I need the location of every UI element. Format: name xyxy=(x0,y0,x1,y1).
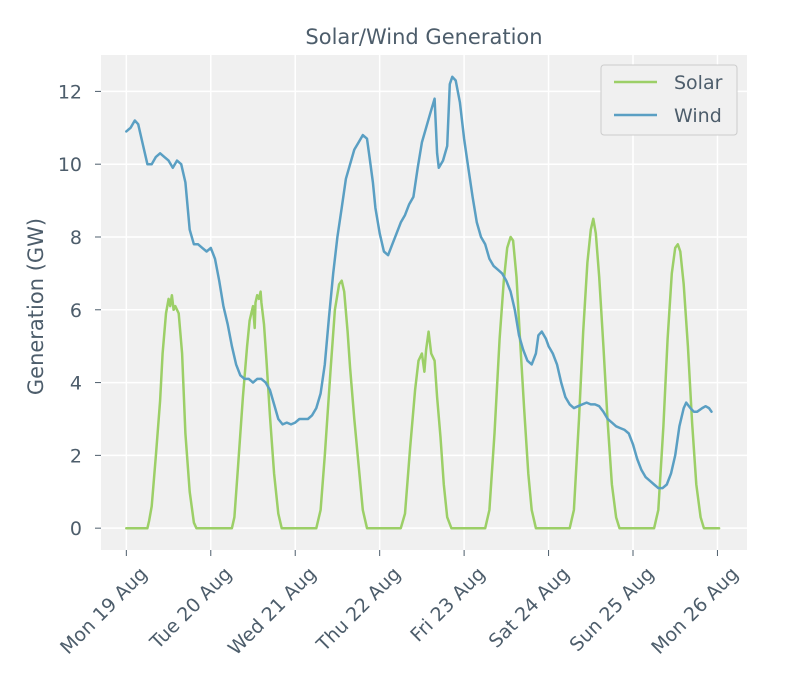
y-tick-label: 2 xyxy=(70,445,82,467)
x-tick-label: Mon 19 Aug xyxy=(56,563,152,659)
y-tick-label: 12 xyxy=(58,81,82,103)
legend-label-wind: Wind xyxy=(674,105,722,127)
y-tick-label: 8 xyxy=(70,227,82,249)
series-lines xyxy=(125,75,721,530)
y-tick-label: 4 xyxy=(70,373,82,395)
x-tick-label: Fri 23 Aug xyxy=(406,563,489,646)
legend-label-solar: Solar xyxy=(674,72,723,94)
x-tick-label: Tue 20 Aug xyxy=(145,563,236,654)
grid xyxy=(101,55,747,550)
series-line-wind xyxy=(125,75,713,490)
series-line-solar xyxy=(125,217,721,530)
y-tick-label: 10 xyxy=(58,154,82,176)
x-tick-label: Wed 21 Aug xyxy=(224,563,321,660)
y-axis: 0 2 4 6 8 10 12 xyxy=(58,81,101,540)
legend: Solar Wind xyxy=(600,64,738,136)
y-tick-label: 6 xyxy=(70,300,82,322)
x-tick-label: Sun 25 Aug xyxy=(566,563,659,656)
x-tick-label: Sat 24 Aug xyxy=(485,563,574,652)
x-tick-label: Thu 22 Aug xyxy=(312,563,405,656)
chart-title: Solar/Wind Generation xyxy=(305,25,542,49)
x-tick-label: Mon 26 Aug xyxy=(647,563,743,659)
y-tick-label: 0 xyxy=(70,518,82,540)
y-axis-label: Generation (GW) xyxy=(24,218,48,395)
